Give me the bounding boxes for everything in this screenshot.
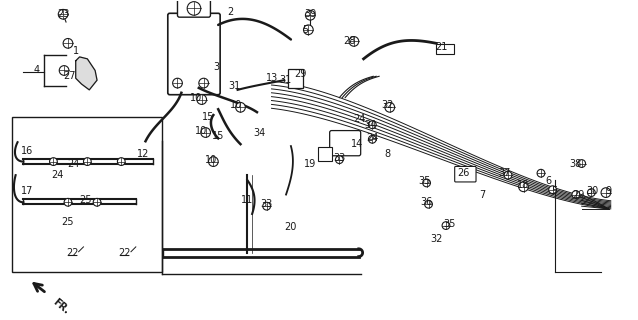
Circle shape [263, 202, 271, 210]
Circle shape [368, 121, 376, 129]
Text: 26: 26 [457, 168, 470, 178]
Bar [288, 68, 304, 88]
Text: 31: 31 [279, 75, 291, 85]
Text: 15: 15 [212, 132, 225, 141]
FancyBboxPatch shape [330, 131, 360, 156]
FancyBboxPatch shape [168, 13, 220, 95]
Text: 23: 23 [57, 9, 70, 19]
Text: 24: 24 [353, 114, 366, 124]
Text: 14: 14 [351, 139, 363, 149]
Text: 3: 3 [213, 62, 219, 72]
Circle shape [304, 25, 313, 35]
Text: 38: 38 [570, 158, 582, 169]
Text: 39: 39 [304, 9, 316, 19]
Circle shape [235, 102, 246, 112]
Circle shape [187, 2, 201, 15]
Text: 16: 16 [21, 146, 33, 156]
Text: 22: 22 [118, 248, 130, 258]
Text: 10: 10 [189, 92, 202, 103]
Text: 10: 10 [195, 125, 207, 136]
Text: 24: 24 [68, 158, 80, 169]
Polygon shape [76, 57, 97, 90]
Circle shape [306, 10, 315, 20]
Text: 7: 7 [480, 189, 486, 200]
Text: 25: 25 [62, 217, 74, 227]
Text: 24: 24 [366, 133, 378, 143]
Circle shape [117, 158, 125, 165]
Circle shape [58, 9, 68, 19]
Text: 32: 32 [430, 234, 443, 244]
Circle shape [578, 160, 586, 167]
Text: 6: 6 [545, 176, 552, 186]
Text: 10: 10 [205, 155, 218, 165]
Text: 27: 27 [64, 71, 76, 81]
Text: FR.: FR. [50, 297, 71, 316]
Text: 29: 29 [572, 189, 585, 200]
Circle shape [64, 198, 72, 206]
Text: 28: 28 [343, 36, 355, 46]
Text: 1: 1 [73, 46, 78, 56]
Text: 2: 2 [228, 7, 234, 17]
Text: 37: 37 [498, 168, 510, 178]
FancyBboxPatch shape [455, 166, 476, 182]
Text: 34: 34 [254, 127, 266, 138]
Text: 33: 33 [333, 153, 346, 163]
Text: 4: 4 [34, 66, 40, 76]
Circle shape [209, 157, 218, 166]
FancyBboxPatch shape [177, 0, 211, 17]
Circle shape [519, 182, 528, 192]
Circle shape [425, 200, 433, 208]
Circle shape [197, 95, 207, 104]
Bar [11, 117, 162, 272]
Text: 10: 10 [230, 100, 242, 110]
Text: 17: 17 [21, 186, 33, 196]
Text: 5: 5 [302, 25, 309, 35]
Text: 30: 30 [586, 186, 598, 196]
Text: 18: 18 [517, 180, 530, 190]
Text: 33: 33 [260, 199, 273, 209]
Circle shape [385, 102, 394, 112]
Text: 9: 9 [605, 186, 612, 196]
Circle shape [199, 78, 209, 88]
Bar [318, 147, 332, 161]
Circle shape [59, 66, 69, 75]
Text: 11: 11 [241, 196, 253, 205]
Circle shape [601, 188, 611, 197]
Text: 12: 12 [137, 149, 150, 159]
Text: 36: 36 [420, 197, 433, 207]
Circle shape [537, 169, 545, 177]
Text: 13: 13 [266, 73, 279, 83]
Bar [436, 44, 454, 54]
Circle shape [368, 135, 376, 143]
Text: 34: 34 [364, 120, 376, 130]
Text: 19: 19 [304, 158, 316, 169]
Circle shape [549, 186, 556, 194]
Text: 21: 21 [435, 42, 447, 52]
Circle shape [349, 36, 359, 46]
Text: 35: 35 [419, 176, 431, 186]
Circle shape [336, 156, 343, 164]
Circle shape [504, 171, 512, 179]
Circle shape [50, 158, 57, 165]
Text: 35: 35 [443, 219, 456, 228]
Text: 22: 22 [66, 248, 79, 258]
Text: 31: 31 [228, 81, 241, 91]
Circle shape [63, 38, 73, 48]
Circle shape [201, 128, 211, 137]
Text: 32: 32 [382, 100, 394, 110]
Text: 8: 8 [385, 149, 391, 159]
Circle shape [442, 222, 450, 229]
Text: 25: 25 [79, 196, 92, 205]
Circle shape [84, 158, 91, 165]
Text: 20: 20 [285, 222, 297, 233]
Text: 29: 29 [294, 69, 307, 79]
Text: 5: 5 [551, 186, 558, 196]
Circle shape [572, 191, 580, 198]
Circle shape [173, 78, 182, 88]
Text: 24: 24 [51, 170, 64, 180]
Circle shape [93, 198, 101, 206]
Circle shape [423, 179, 431, 187]
Circle shape [588, 189, 595, 196]
Text: 15: 15 [202, 112, 215, 122]
